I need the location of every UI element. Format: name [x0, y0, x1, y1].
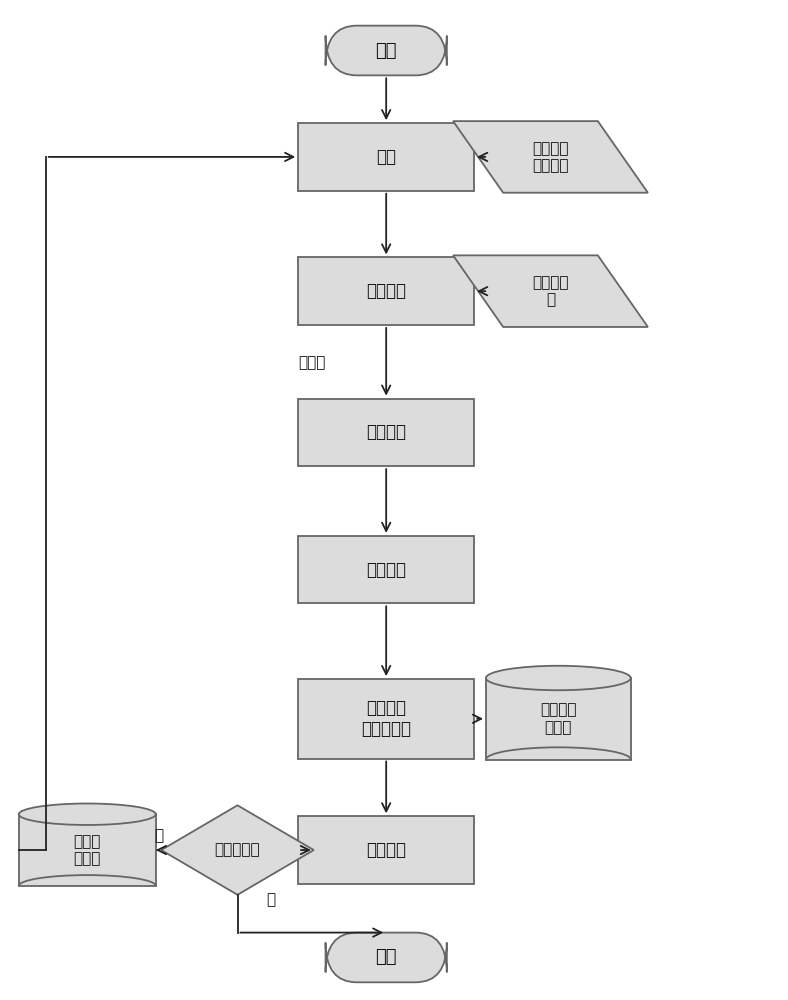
Bar: [478, 760, 638, 777]
Ellipse shape: [486, 666, 630, 690]
FancyBboxPatch shape: [325, 933, 447, 982]
Text: 输运计算: 输运计算: [366, 423, 406, 441]
Bar: [298, 399, 474, 466]
Text: 否: 否: [266, 892, 275, 907]
Ellipse shape: [19, 804, 156, 825]
Text: 材料几何
设计参数: 材料几何 设计参数: [532, 141, 569, 173]
Polygon shape: [453, 255, 648, 327]
Ellipse shape: [19, 875, 156, 897]
Bar: [298, 679, 474, 759]
Text: 多群数据
库: 多群数据 库: [532, 275, 569, 307]
Text: 基模修正: 基模修正: [366, 561, 406, 579]
Text: 再启动计算: 再启动计算: [214, 843, 260, 858]
Bar: [486, 678, 630, 760]
Polygon shape: [162, 805, 314, 895]
Bar: [298, 257, 474, 325]
Polygon shape: [453, 121, 648, 193]
Text: 共振计算: 共振计算: [366, 282, 406, 300]
Text: 燃耗计算: 燃耗计算: [366, 841, 406, 859]
Text: 一步法: 一步法: [299, 355, 326, 370]
Ellipse shape: [486, 747, 630, 772]
Bar: [298, 816, 474, 884]
Text: 结束: 结束: [375, 948, 397, 966]
Text: 堆芯参数
数据库: 堆芯参数 数据库: [540, 703, 577, 735]
FancyBboxPatch shape: [325, 26, 447, 75]
Text: 再启动
文件库: 再启动 文件库: [73, 834, 101, 866]
Text: 是: 是: [154, 829, 164, 844]
Text: 开始: 开始: [375, 42, 397, 60]
Text: 功率计算
群常数输出: 功率计算 群常数输出: [361, 699, 411, 738]
Bar: [298, 536, 474, 603]
Bar: [19, 814, 156, 886]
Bar: [11, 886, 164, 902]
Bar: [298, 123, 474, 191]
Text: 输入: 输入: [376, 148, 396, 166]
